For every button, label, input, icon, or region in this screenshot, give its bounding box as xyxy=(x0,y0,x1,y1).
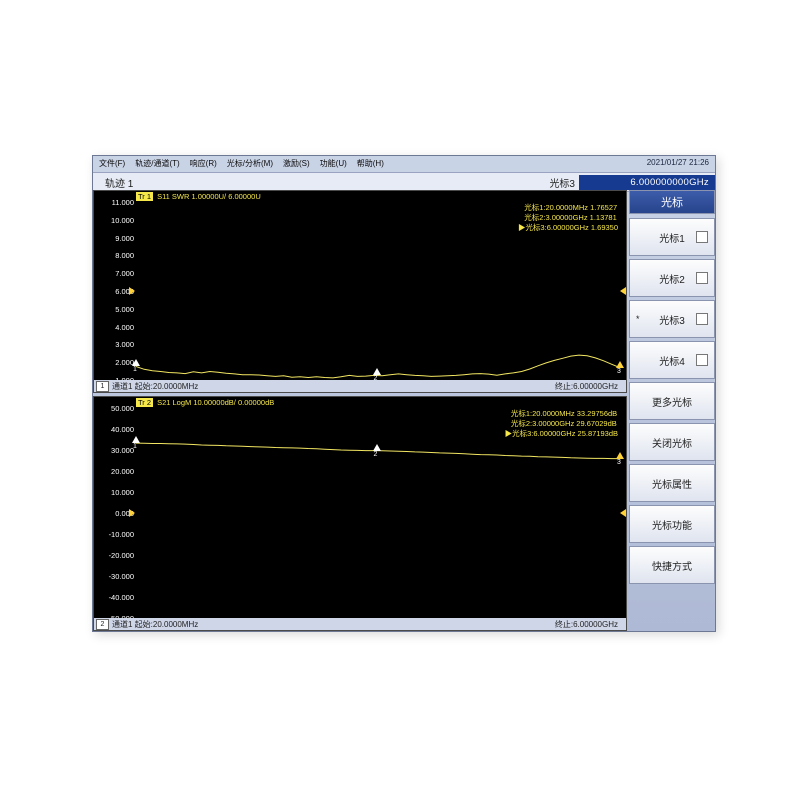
chart-footer: 2通道1 起始:20.0000MHz 终止:6.00000GHz xyxy=(94,618,626,630)
marker-triangle-icon[interactable]: 3 xyxy=(616,452,624,459)
menu-item[interactable]: 功能(U) xyxy=(320,156,347,172)
ref-marker-icon xyxy=(620,509,626,517)
start-freq: 通道1 起始:20.0000MHz xyxy=(112,619,198,630)
y-axis-label: -10.000 xyxy=(96,530,134,539)
start-freq: 通道1 起始:20.0000MHz xyxy=(112,381,198,392)
stop-freq: 终止:6.00000GHz xyxy=(555,619,626,630)
side-button[interactable]: 更多光标 xyxy=(629,382,715,420)
y-axis-label: 3.000 xyxy=(96,340,134,349)
y-axis-label: 2.000 xyxy=(96,358,134,367)
marker-triangle-icon[interactable]: 2 xyxy=(373,444,381,451)
active-star-icon: * xyxy=(636,314,640,324)
side-button[interactable]: 光标4 xyxy=(629,341,715,379)
menu-item[interactable]: 帮助(H) xyxy=(357,156,384,172)
checkbox-icon xyxy=(696,272,708,284)
channel-badge: 1 xyxy=(96,381,109,392)
marker-triangle-icon[interactable]: 1 xyxy=(132,359,140,366)
y-axis-label: 11.000 xyxy=(96,198,134,207)
y-axis-label: 10.000 xyxy=(96,488,134,497)
marker-triangle-icon[interactable]: 3 xyxy=(616,361,624,368)
ref-marker-icon xyxy=(129,287,135,295)
side-header: 光标 xyxy=(629,190,715,214)
checkbox-icon xyxy=(696,231,708,243)
ref-marker-icon xyxy=(620,287,626,295)
y-axis-label: 4.000 xyxy=(96,323,134,332)
channel-badge: 2 xyxy=(96,619,109,630)
y-axis-label: 20.000 xyxy=(96,467,134,476)
y-axis-label: 8.000 xyxy=(96,251,134,260)
active-trace-label: 轨迹 1 xyxy=(93,175,133,190)
y-axis-label: 50.000 xyxy=(96,404,134,413)
datetime: 2021/01/27 21:26 xyxy=(647,158,709,167)
y-axis-label: -30.000 xyxy=(96,572,134,581)
title-bar: 轨迹 1 光标3 6.000000000GHz xyxy=(93,172,715,192)
side-panel: 光标光标1光标2光标3*光标4更多光标关闭光标光标属性光标功能快捷方式 xyxy=(629,190,715,631)
marker-field-label: 光标3 xyxy=(549,175,579,190)
trace-plot xyxy=(136,202,620,380)
chart-s11: 11.00010.0009.0008.0007.0006.0005.0004.0… xyxy=(93,190,627,393)
y-axis-label: 9.000 xyxy=(96,234,134,243)
side-button[interactable]: 光标2 xyxy=(629,259,715,297)
side-button[interactable]: 光标1 xyxy=(629,218,715,256)
trace-header: Tr 2S21 LogM 10.00000dB/ 0.00000dB xyxy=(136,398,274,407)
trace-plot xyxy=(136,408,620,618)
chart-s21: 50.00040.00030.00020.00010.0000.000-10.0… xyxy=(93,396,627,631)
menu-item[interactable]: 响应(R) xyxy=(190,156,217,172)
side-button[interactable]: 光标3* xyxy=(629,300,715,338)
y-axis-label: 30.000 xyxy=(96,446,134,455)
marker-field-value[interactable]: 6.000000000GHz xyxy=(579,175,715,190)
side-button[interactable]: 光标功能 xyxy=(629,505,715,543)
checkbox-icon xyxy=(696,354,708,366)
chart-footer: 1通道1 起始:20.0000MHz 终止:6.00000GHz xyxy=(94,380,626,392)
ref-marker-icon xyxy=(129,509,135,517)
y-axis-label: -40.000 xyxy=(96,593,134,602)
trace-header: Tr 1S11 SWR 1.00000U/ 6.00000U xyxy=(136,192,261,201)
y-axis-label: 5.000 xyxy=(96,305,134,314)
side-button[interactable]: 关闭光标 xyxy=(629,423,715,461)
menubar: 文件(F) 轨迹/通道(T) 响应(R) 光标/分析(M) 激励(S) 功能(U) 帮助(H… xyxy=(93,156,715,172)
menu-item[interactable]: 激励(S) xyxy=(283,156,310,172)
marker-triangle-icon[interactable]: 1 xyxy=(132,436,140,443)
menu-item[interactable]: 文件(F) xyxy=(99,156,125,172)
y-axis-label: -20.000 xyxy=(96,551,134,560)
menu-item[interactable]: 轨迹/通道(T) xyxy=(135,156,179,172)
side-button[interactable]: 快捷方式 xyxy=(629,546,715,584)
y-axis-label: 10.000 xyxy=(96,216,134,225)
y-axis-label: 40.000 xyxy=(96,425,134,434)
checkbox-icon xyxy=(696,313,708,325)
marker-triangle-icon[interactable]: 2 xyxy=(373,368,381,375)
stop-freq: 终止:6.00000GHz xyxy=(555,381,626,392)
y-axis-label: 7.000 xyxy=(96,269,134,278)
side-button[interactable]: 光标属性 xyxy=(629,464,715,502)
menu-item[interactable]: 光标/分析(M) xyxy=(227,156,273,172)
